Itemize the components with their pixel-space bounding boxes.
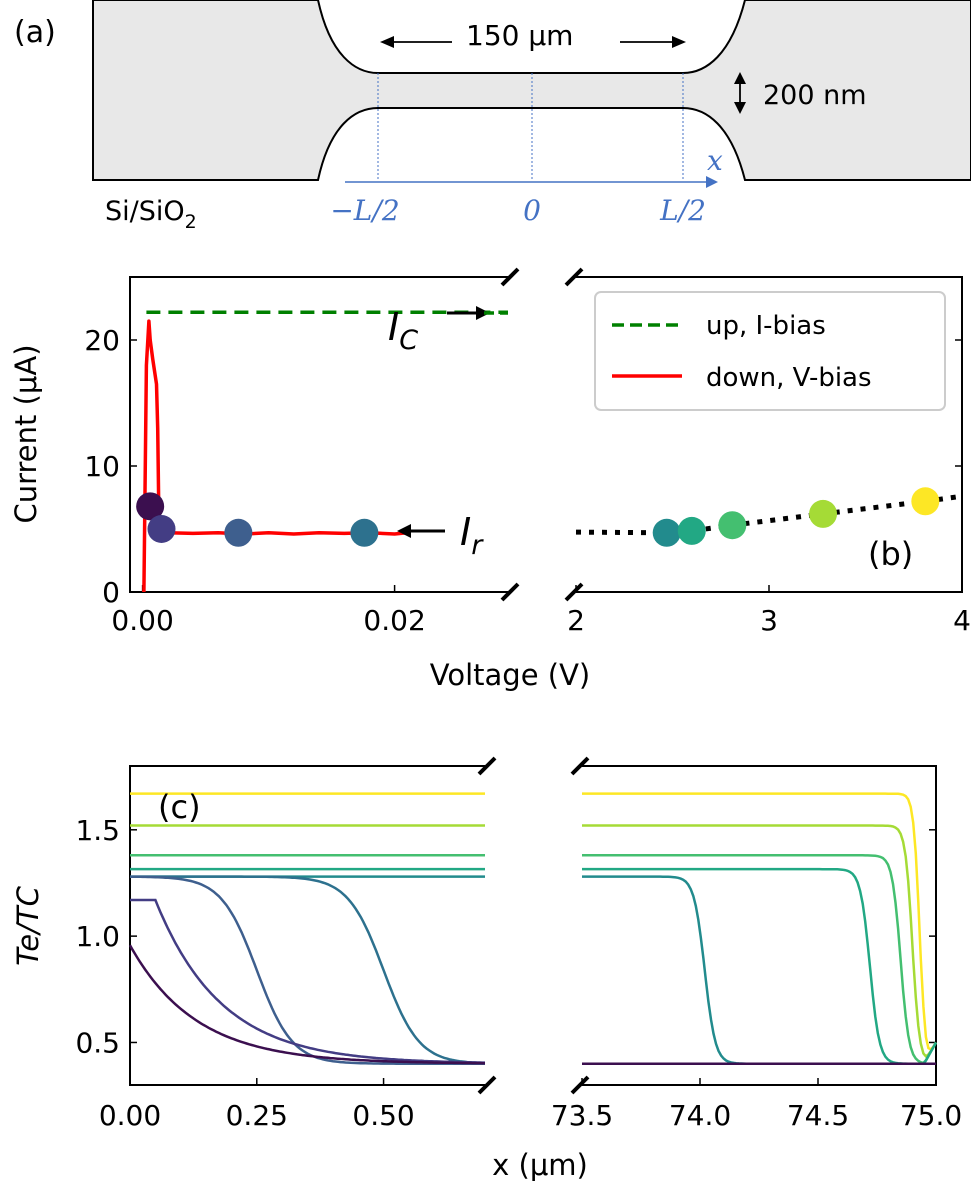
thickness-arrow-down bbox=[734, 102, 746, 114]
y-tick-label: 0 bbox=[102, 576, 120, 609]
thickness-label: 200 nm bbox=[763, 80, 867, 111]
te-profile-right bbox=[582, 867, 938, 1065]
tick-zero: 0 bbox=[523, 194, 541, 227]
break-mark bbox=[570, 1075, 590, 1095]
x-tick-label: 0.25 bbox=[226, 1099, 288, 1132]
width-arrow-right bbox=[672, 36, 686, 48]
te-profile-right bbox=[582, 824, 938, 1058]
break-mark bbox=[564, 582, 584, 602]
legend-label-up: up, I-bias bbox=[706, 311, 826, 341]
te-profile-right bbox=[582, 875, 936, 1065]
data-point bbox=[147, 515, 176, 543]
break-mark bbox=[570, 756, 590, 776]
axes-right-frame bbox=[582, 765, 937, 1086]
data-point bbox=[911, 487, 940, 516]
te-profile-left bbox=[129, 875, 485, 1065]
y-tick-label: 1.0 bbox=[75, 920, 120, 953]
ic-label: IC bbox=[388, 305, 418, 356]
y-tick-label: 0.5 bbox=[75, 1026, 120, 1059]
width-arrow-left bbox=[380, 36, 394, 48]
thickness-arrow-up bbox=[734, 72, 746, 84]
x-tick-label: 4 bbox=[953, 604, 971, 637]
x-tick-label: 74.0 bbox=[669, 1099, 731, 1132]
y-tick-label: 1.5 bbox=[75, 814, 120, 847]
legend-label-down: down, V-bias bbox=[706, 363, 872, 393]
series-dotted-trend bbox=[575, 493, 963, 536]
data-point bbox=[809, 499, 838, 528]
ic-arrowhead bbox=[476, 306, 490, 320]
x-tick-label: 0.02 bbox=[363, 604, 425, 637]
axes-left-frame bbox=[129, 765, 485, 1086]
data-point bbox=[136, 492, 165, 521]
substrate-label: Si/SiO2 bbox=[105, 196, 197, 233]
y-tick-label: 10 bbox=[84, 450, 120, 483]
data-point bbox=[350, 518, 379, 547]
te-profile-right bbox=[582, 792, 938, 1051]
te-profile-left bbox=[130, 898, 485, 1064]
x-tick-label: 3 bbox=[760, 604, 778, 637]
x-tick-label: 2 bbox=[567, 604, 585, 637]
data-point bbox=[718, 511, 747, 540]
te-profile-left bbox=[130, 875, 486, 1065]
x-tick-label: 0.50 bbox=[352, 1099, 414, 1132]
legend-box bbox=[594, 291, 946, 411]
panel-c-label: (c) bbox=[158, 788, 201, 826]
data-point bbox=[224, 518, 253, 547]
break-mark bbox=[477, 756, 497, 776]
x-tick-label: 75.0 bbox=[900, 1099, 962, 1132]
x-axis-label: Voltage (V) bbox=[430, 658, 590, 692]
series-down-v-bias bbox=[142, 319, 408, 593]
break-mark bbox=[500, 267, 520, 287]
te-profile-left bbox=[128, 944, 485, 1065]
width-label: 150 μm bbox=[466, 19, 573, 52]
panel-a: (a) 150 μm 200 nm Si/SiO2 x −L/2 0 L/2 bbox=[14, 0, 971, 233]
ir-label: Ir bbox=[460, 510, 484, 561]
y-axis-label: Current (μA) bbox=[9, 344, 43, 523]
x-tick-label: 0.00 bbox=[111, 604, 173, 637]
tick-half-l: L/2 bbox=[659, 194, 706, 227]
data-point bbox=[677, 516, 706, 545]
y-tick-label: 20 bbox=[84, 324, 120, 357]
panel-b: 0 10 20 0.00 0.02 2 3 4 IC Ir (b) up, I-bias down, V… bbox=[9, 267, 971, 692]
data-point bbox=[652, 518, 681, 547]
x-axis-label: x (μm) bbox=[492, 1148, 588, 1182]
break-mark bbox=[564, 267, 584, 287]
te-profile-right bbox=[582, 854, 938, 1065]
panel-c: 0.5 1.0 1.5 0.00 0.25 0.50 73.5 74.0 74.5 75.0 (c)… bbox=[11, 756, 962, 1182]
x-tick-label: 0.00 bbox=[99, 1099, 161, 1132]
x-axis-var: x bbox=[707, 144, 723, 177]
break-mark bbox=[477, 1075, 497, 1095]
axes-left-frame bbox=[129, 276, 508, 593]
panel-b-label: (b) bbox=[868, 535, 913, 573]
x-tick-label: 73.5 bbox=[551, 1099, 613, 1132]
break-mark bbox=[500, 582, 520, 602]
tick-minus-half-l: −L/2 bbox=[330, 194, 399, 227]
x-axis-arrowhead bbox=[706, 176, 718, 188]
x-tick-label: 74.5 bbox=[787, 1099, 849, 1132]
ir-arrowhead bbox=[397, 524, 411, 538]
y-axis-label: Te/TC bbox=[11, 885, 45, 965]
panel-a-label: (a) bbox=[14, 15, 56, 50]
